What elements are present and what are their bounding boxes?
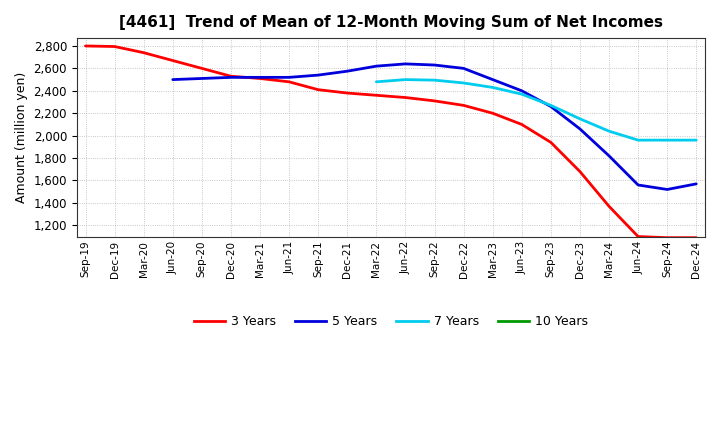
5 Years — [663, 187, 672, 192]
5 Years — [430, 62, 438, 68]
3 Years — [140, 50, 148, 55]
5 Years — [314, 73, 323, 78]
3 Years — [285, 79, 294, 84]
3 Years — [168, 58, 177, 63]
3 Years — [197, 66, 206, 71]
Title: [4461]  Trend of Mean of 12-Month Moving Sum of Net Incomes: [4461] Trend of Mean of 12-Month Moving … — [119, 15, 663, 30]
Line: 3 Years: 3 Years — [86, 46, 696, 238]
5 Years — [256, 75, 264, 80]
3 Years — [605, 204, 613, 209]
7 Years — [459, 81, 468, 86]
5 Years — [546, 104, 555, 109]
Line: 7 Years: 7 Years — [377, 80, 696, 140]
3 Years — [401, 95, 410, 100]
3 Years — [314, 87, 323, 92]
3 Years — [575, 169, 584, 174]
5 Years — [227, 75, 235, 80]
7 Years — [605, 128, 613, 134]
3 Years — [692, 235, 701, 240]
3 Years — [227, 73, 235, 79]
3 Years — [372, 93, 381, 98]
5 Years — [692, 181, 701, 187]
5 Years — [518, 88, 526, 93]
7 Years — [372, 79, 381, 84]
5 Years — [372, 63, 381, 69]
5 Years — [168, 77, 177, 82]
3 Years — [663, 235, 672, 240]
3 Years — [459, 103, 468, 108]
5 Years — [605, 153, 613, 158]
7 Years — [488, 85, 497, 90]
3 Years — [81, 43, 90, 48]
5 Years — [459, 66, 468, 71]
3 Years — [546, 140, 555, 145]
7 Years — [430, 77, 438, 83]
7 Years — [692, 137, 701, 143]
3 Years — [343, 90, 351, 95]
5 Years — [488, 77, 497, 82]
5 Years — [285, 75, 294, 80]
7 Years — [518, 92, 526, 97]
7 Years — [634, 137, 642, 143]
7 Years — [575, 116, 584, 121]
Legend: 3 Years, 5 Years, 7 Years, 10 Years: 3 Years, 5 Years, 7 Years, 10 Years — [189, 310, 593, 333]
7 Years — [401, 77, 410, 82]
3 Years — [488, 110, 497, 116]
5 Years — [634, 182, 642, 187]
5 Years — [575, 126, 584, 132]
5 Years — [401, 61, 410, 66]
3 Years — [256, 76, 264, 81]
7 Years — [546, 103, 555, 108]
5 Years — [197, 76, 206, 81]
Y-axis label: Amount (million yen): Amount (million yen) — [15, 72, 28, 203]
3 Years — [518, 122, 526, 127]
7 Years — [663, 137, 672, 143]
5 Years — [343, 69, 351, 74]
3 Years — [634, 234, 642, 239]
3 Years — [430, 98, 438, 103]
3 Years — [110, 44, 119, 49]
Line: 5 Years: 5 Years — [173, 64, 696, 190]
